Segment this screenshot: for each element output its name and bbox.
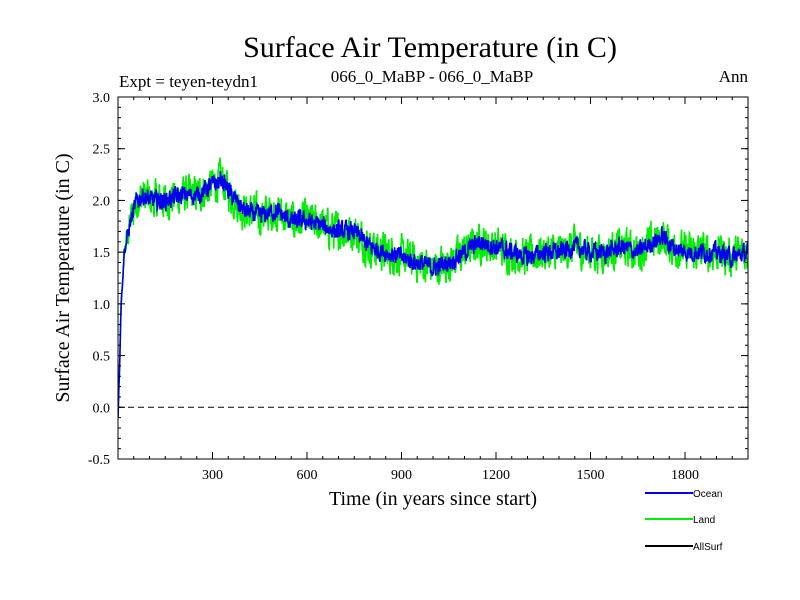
series-line-ocean bbox=[118, 171, 748, 418]
x-axis-label: Time (in years since start) bbox=[329, 488, 537, 510]
axis-ticks: -0.5 0.0 0.5 1.0 1.5 2.0 2.5 3.0 300 600 900 1200 15… bbox=[88, 91, 748, 483]
legend-land-label: Land bbox=[693, 515, 715, 526]
season-label: Ann bbox=[719, 67, 749, 86]
y-tick-label: -0.5 bbox=[88, 453, 110, 468]
x-tick-label: 300 bbox=[202, 468, 223, 483]
y-tick-label: 0.0 bbox=[93, 401, 111, 416]
legend: Ocean Land AllSurf bbox=[645, 489, 723, 553]
x-tick-label: 1500 bbox=[577, 468, 605, 483]
period-label: 066_0_MaBP - 066_0_MaBP bbox=[331, 67, 533, 86]
experiment-label: Expt = teyen-teydn1 bbox=[119, 72, 258, 91]
y-axis-label: Surface Air Temperature (in C) bbox=[52, 153, 74, 402]
y-tick-label: 1.5 bbox=[93, 246, 111, 261]
chart-title: Surface Air Temperature (in C) bbox=[243, 31, 617, 64]
legend-ocean-label: Ocean bbox=[693, 489, 722, 500]
legend-allsurf-label: AllSurf bbox=[693, 542, 723, 553]
y-tick-label: 2.0 bbox=[93, 194, 111, 209]
x-tick-label: 900 bbox=[391, 468, 412, 483]
x-tick-label: 1800 bbox=[671, 468, 699, 483]
y-tick-label: 2.5 bbox=[93, 143, 111, 158]
x-tick-label: 1200 bbox=[482, 468, 510, 483]
series-line-land bbox=[118, 157, 748, 418]
plot-frame bbox=[117, 96, 749, 460]
x-tick-label: 600 bbox=[297, 468, 318, 483]
y-tick-label: 3.0 bbox=[93, 91, 111, 106]
y-tick-label: 0.5 bbox=[93, 350, 111, 365]
series-layer bbox=[118, 157, 748, 418]
y-tick-label: 1.0 bbox=[93, 298, 111, 313]
